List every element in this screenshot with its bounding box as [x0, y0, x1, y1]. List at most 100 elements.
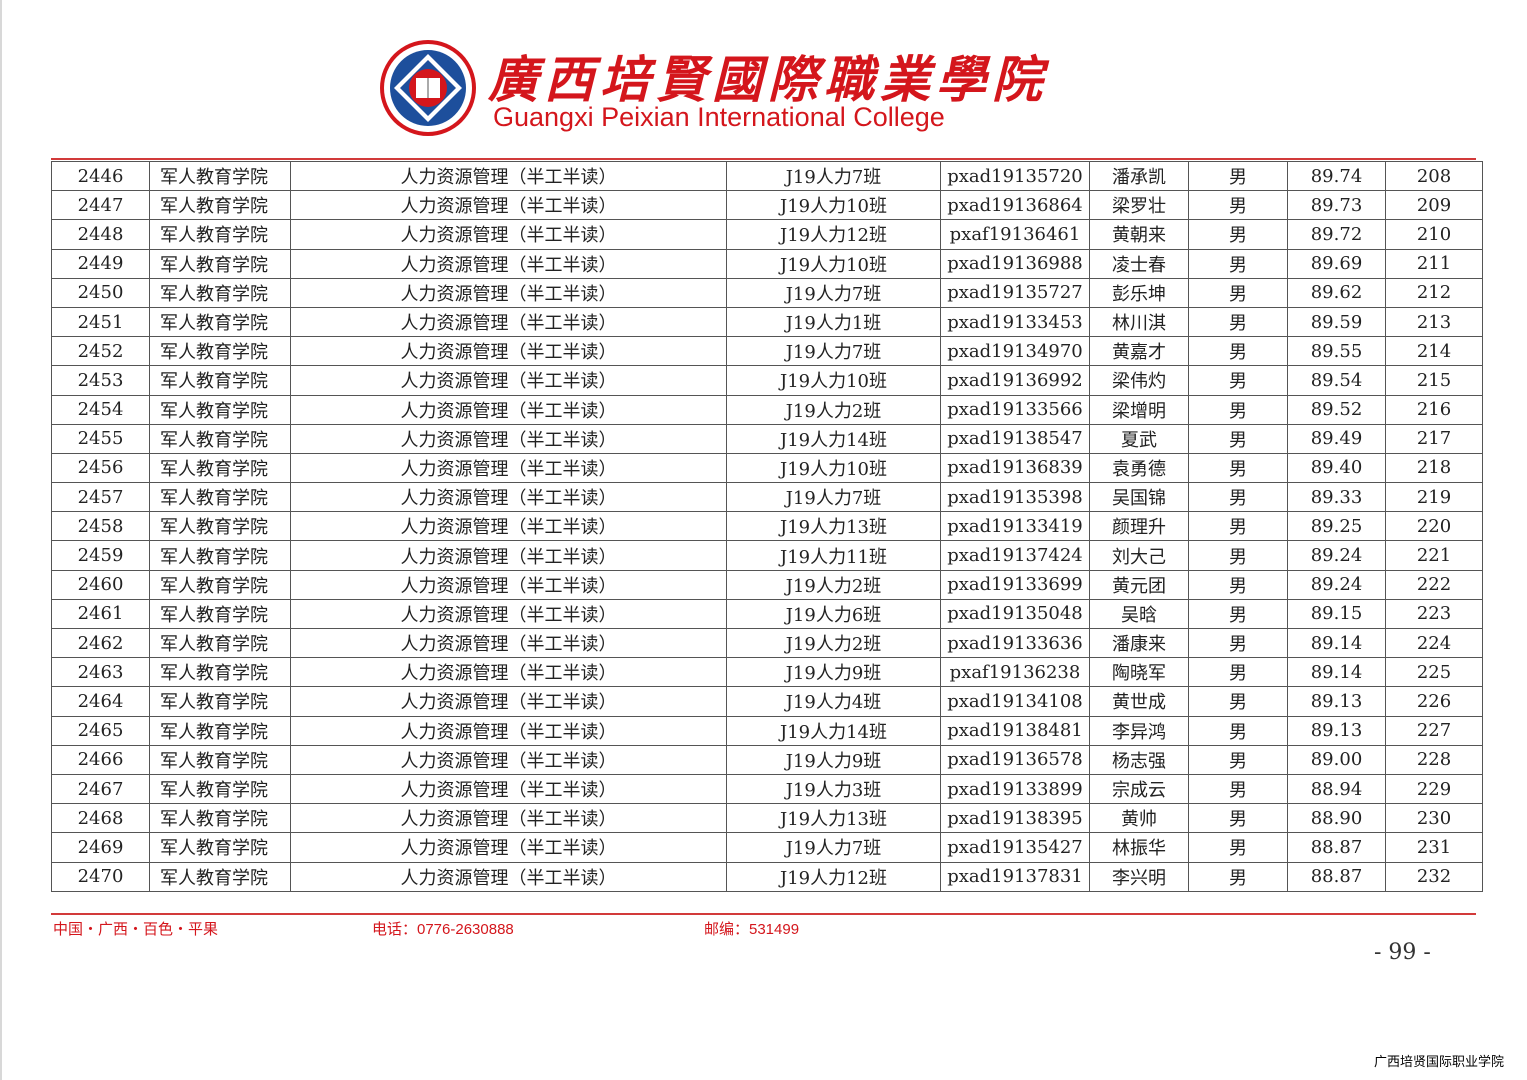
cell-class: J19人力9班 — [726, 657, 941, 688]
cell-student-id: pxad19135048 — [940, 598, 1090, 630]
cell-gender: 男 — [1188, 365, 1288, 396]
cell-class: J19人力12班 — [726, 219, 941, 250]
cell-student-id: pxaf19136238 — [940, 657, 1090, 688]
cell-seq: 2460 — [51, 569, 150, 600]
cell-college: 军人教育学院 — [149, 686, 291, 717]
footer-address: 中国・广西・百色・平果 — [53, 921, 219, 938]
cell-class: J19人力13班 — [726, 803, 941, 834]
cell-college: 军人教育学院 — [149, 715, 291, 746]
cell-major: 人力资源管理（半工半读） — [290, 686, 727, 717]
table-row: 2454 军人教育学院 人力资源管理（半工半读） J19人力2班 pxad1913356… — [51, 394, 1483, 425]
cell-college: 军人教育学院 — [149, 627, 291, 659]
table-row: 2446 军人教育学院 人力资源管理（半工半读） J19人力7班 pxad1913572… — [51, 160, 1483, 192]
table-row: 2448 军人教育学院 人力资源管理（半工半读） J19人力12班 pxaf191364… — [51, 219, 1483, 250]
cell-rank: 228 — [1385, 744, 1483, 775]
cell-gender: 男 — [1188, 306, 1288, 338]
cell-student-id: pxad19137831 — [940, 861, 1090, 892]
cell-score: 89.24 — [1287, 540, 1386, 571]
cell-seq: 2469 — [51, 832, 150, 863]
cell-name: 林川淇 — [1089, 306, 1189, 338]
cell-name: 梁罗壮 — [1089, 190, 1189, 221]
cell-class: J19人力2班 — [726, 627, 941, 659]
cell-class: J19人力12班 — [726, 861, 941, 892]
cell-class: J19人力10班 — [726, 452, 941, 484]
cell-student-id: pxad19136578 — [940, 744, 1090, 775]
cell-college: 军人教育学院 — [149, 452, 291, 484]
cell-gender: 男 — [1188, 803, 1288, 834]
cell-name: 吴国锦 — [1089, 482, 1189, 513]
table-row: 2449 军人教育学院 人力资源管理（半工半读） J19人力10班 pxad191369… — [51, 248, 1483, 279]
cell-gender: 男 — [1188, 394, 1288, 425]
cell-class: J19人力1班 — [726, 306, 941, 338]
cell-class: J19人力3班 — [726, 773, 941, 805]
table-row: 2470 军人教育学院 人力资源管理（半工半读） J19人力12班 pxad191378… — [51, 861, 1483, 892]
cell-major: 人力资源管理（半工半读） — [290, 803, 727, 834]
cell-gender: 男 — [1188, 627, 1288, 659]
cell-score: 89.40 — [1287, 452, 1386, 484]
footer-divider — [51, 913, 1476, 915]
cell-student-id: pxad19135427 — [940, 832, 1090, 863]
cell-name: 梁伟灼 — [1089, 365, 1189, 396]
cell-seq: 2454 — [51, 394, 150, 425]
cell-student-id: pxad19135720 — [940, 160, 1090, 192]
cell-name: 李兴明 — [1089, 861, 1189, 892]
cell-rank: 218 — [1385, 452, 1483, 484]
college-logo-emblem — [380, 40, 476, 136]
cell-rank: 225 — [1385, 657, 1483, 688]
cell-name: 黄世成 — [1089, 686, 1189, 717]
cell-name: 梁增明 — [1089, 394, 1189, 425]
table-row: 2453 军人教育学院 人力资源管理（半工半读） J19人力10班 pxad191369… — [51, 365, 1483, 396]
cell-score: 89.25 — [1287, 511, 1386, 542]
table-row: 2469 军人教育学院 人力资源管理（半工半读） J19人力7班 pxad1913542… — [51, 832, 1483, 863]
cell-student-id: pxad19138481 — [940, 715, 1090, 746]
cell-name: 颜理升 — [1089, 511, 1189, 542]
table-row: 2459 军人教育学院 人力资源管理（半工半读） J19人力11班 pxad191374… — [51, 540, 1483, 571]
table-row: 2465 军人教育学院 人力资源管理（半工半读） J19人力14班 pxad191384… — [51, 715, 1483, 746]
cell-rank: 214 — [1385, 336, 1483, 367]
table-row: 2466 军人教育学院 人力资源管理（半工半读） J19人力9班 pxad1913657… — [51, 744, 1483, 775]
cell-name: 吴晗 — [1089, 598, 1189, 630]
cell-score: 89.52 — [1287, 394, 1386, 425]
table-row: 2460 军人教育学院 人力资源管理（半工半读） J19人力2班 pxad1913369… — [51, 569, 1483, 600]
cell-college: 军人教育学院 — [149, 277, 291, 308]
cell-gender: 男 — [1188, 248, 1288, 279]
cell-rank: 215 — [1385, 365, 1483, 396]
cell-gender: 男 — [1188, 686, 1288, 717]
cell-major: 人力资源管理（半工半读） — [290, 569, 727, 600]
cell-rank: 227 — [1385, 715, 1483, 746]
cell-major: 人力资源管理（半工半读） — [290, 452, 727, 484]
cell-rank: 229 — [1385, 773, 1483, 805]
cell-college: 军人教育学院 — [149, 861, 291, 892]
cell-score: 89.73 — [1287, 190, 1386, 221]
cell-name: 林振华 — [1089, 832, 1189, 863]
cell-name: 黄元团 — [1089, 569, 1189, 600]
cell-seq: 2448 — [51, 219, 150, 250]
cell-score: 88.94 — [1287, 773, 1386, 805]
table-row: 2463 军人教育学院 人力资源管理（半工半读） J19人力9班 pxaf1913623… — [51, 657, 1483, 688]
cell-major: 人力资源管理（半工半读） — [290, 160, 727, 192]
cell-college: 军人教育学院 — [149, 306, 291, 338]
cell-class: J19人力13班 — [726, 511, 941, 542]
cell-major: 人力资源管理（半工半读） — [290, 773, 727, 805]
cell-rank: 219 — [1385, 482, 1483, 513]
cell-name: 陶晓军 — [1089, 657, 1189, 688]
cell-score: 89.33 — [1287, 482, 1386, 513]
page-edge — [0, 0, 2, 1080]
cell-college: 军人教育学院 — [149, 744, 291, 775]
cell-gender: 男 — [1188, 657, 1288, 688]
table-row: 2468 军人教育学院 人力资源管理（半工半读） J19人力13班 pxad191383… — [51, 803, 1483, 834]
cell-major: 人力资源管理（半工半读） — [290, 598, 727, 630]
cell-student-id: pxad19138395 — [940, 803, 1090, 834]
cell-college: 军人教育学院 — [149, 832, 291, 863]
cell-name: 杨志强 — [1089, 744, 1189, 775]
cell-class: J19人力6班 — [726, 598, 941, 630]
cell-name: 夏武 — [1089, 423, 1189, 454]
cell-seq: 2452 — [51, 336, 150, 367]
cell-name: 袁勇德 — [1089, 452, 1189, 484]
cell-seq: 2453 — [51, 365, 150, 396]
cell-student-id: pxad19135727 — [940, 277, 1090, 308]
cell-rank: 226 — [1385, 686, 1483, 717]
cell-college: 军人教育学院 — [149, 248, 291, 279]
cell-college: 军人教育学院 — [149, 569, 291, 600]
footer-postcode: 邮编：531499 — [704, 921, 800, 938]
